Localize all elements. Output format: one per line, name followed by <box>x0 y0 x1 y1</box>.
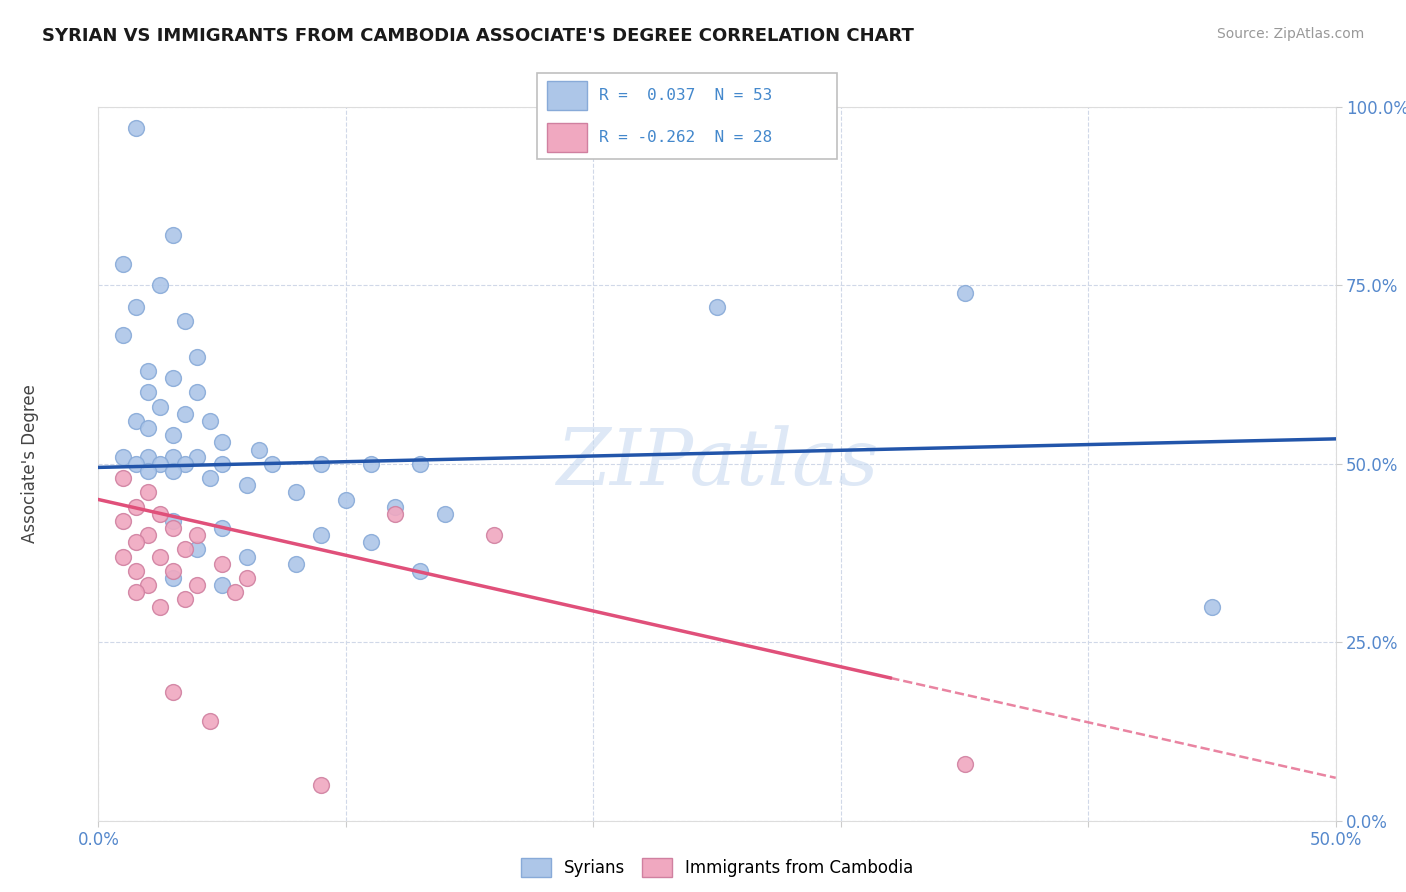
Point <box>162 464 184 478</box>
Text: SYRIAN VS IMMIGRANTS FROM CAMBODIA ASSOCIATE'S DEGREE CORRELATION CHART: SYRIAN VS IMMIGRANTS FROM CAMBODIA ASSOC… <box>42 27 914 45</box>
Point <box>136 450 159 464</box>
Point <box>186 385 208 400</box>
Point <box>174 314 197 328</box>
Point <box>360 535 382 549</box>
FancyBboxPatch shape <box>537 73 838 159</box>
Point <box>198 714 221 728</box>
Point <box>211 521 233 535</box>
Point <box>409 457 432 471</box>
Point <box>112 257 135 271</box>
Point <box>162 685 184 699</box>
Point <box>149 278 172 293</box>
Point <box>186 528 208 542</box>
Point <box>953 285 976 300</box>
Point <box>236 571 259 585</box>
Point <box>149 599 172 614</box>
Point <box>162 428 184 442</box>
Legend: Syrians, Immigrants from Cambodia: Syrians, Immigrants from Cambodia <box>515 851 920 884</box>
Point <box>360 457 382 471</box>
Point <box>384 500 406 514</box>
Point <box>174 542 197 557</box>
Point <box>149 549 172 564</box>
Point <box>124 500 146 514</box>
Point <box>211 435 233 450</box>
Point <box>186 350 208 364</box>
Point <box>186 450 208 464</box>
Point <box>124 564 146 578</box>
Point <box>309 457 332 471</box>
Point <box>174 407 197 421</box>
Point <box>433 507 456 521</box>
Point <box>953 756 976 771</box>
Point <box>211 557 233 571</box>
Point <box>335 492 357 507</box>
Point <box>484 528 506 542</box>
Point <box>124 414 146 428</box>
Point <box>124 585 146 599</box>
Point <box>162 521 184 535</box>
Point <box>162 571 184 585</box>
Point <box>112 328 135 343</box>
Point <box>149 457 172 471</box>
Text: R = -0.262  N = 28: R = -0.262 N = 28 <box>599 130 772 145</box>
Point <box>124 121 146 136</box>
Point <box>236 549 259 564</box>
Point <box>260 457 283 471</box>
Point <box>198 414 221 428</box>
FancyBboxPatch shape <box>547 81 586 110</box>
Point <box>136 421 159 435</box>
Point <box>162 371 184 385</box>
Point <box>224 585 246 599</box>
Point <box>136 464 159 478</box>
Point <box>162 228 184 243</box>
Point <box>309 778 332 792</box>
Text: Source: ZipAtlas.com: Source: ZipAtlas.com <box>1216 27 1364 41</box>
Point <box>112 549 135 564</box>
Point <box>186 578 208 592</box>
Point <box>162 450 184 464</box>
Point <box>124 457 146 471</box>
Point <box>236 478 259 492</box>
Point <box>136 578 159 592</box>
Point <box>162 564 184 578</box>
Point <box>136 385 159 400</box>
Point <box>136 528 159 542</box>
Point <box>211 457 233 471</box>
Point <box>162 514 184 528</box>
Point <box>136 485 159 500</box>
Point <box>1201 599 1223 614</box>
Text: ZIPatlas: ZIPatlas <box>555 425 879 502</box>
Point <box>149 507 172 521</box>
Point <box>136 364 159 378</box>
Point <box>112 471 135 485</box>
Point <box>174 457 197 471</box>
Point <box>112 514 135 528</box>
Point <box>409 564 432 578</box>
Point <box>198 471 221 485</box>
Point <box>174 592 197 607</box>
Point <box>285 557 308 571</box>
FancyBboxPatch shape <box>547 123 586 152</box>
Point <box>247 442 270 457</box>
Text: Associate's Degree: Associate's Degree <box>21 384 39 543</box>
Point <box>285 485 308 500</box>
Point <box>124 535 146 549</box>
Point <box>211 578 233 592</box>
Text: R =  0.037  N = 53: R = 0.037 N = 53 <box>599 88 772 103</box>
Point <box>706 300 728 314</box>
Point <box>124 300 146 314</box>
Point <box>112 450 135 464</box>
Point <box>186 542 208 557</box>
Point <box>384 507 406 521</box>
Point <box>149 400 172 414</box>
Point <box>309 528 332 542</box>
